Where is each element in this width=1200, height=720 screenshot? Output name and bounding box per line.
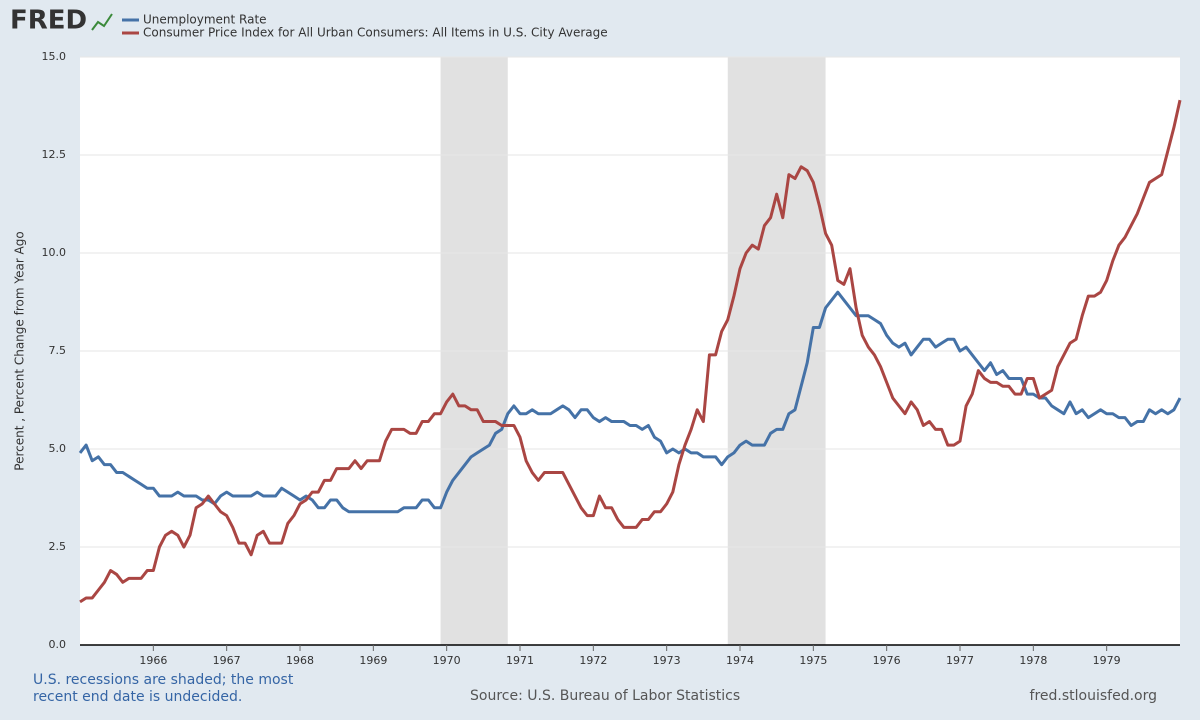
x-tick-label: 1966 [139,654,167,667]
legend-label: Consumer Price Index for All Urban Consu… [143,26,608,40]
x-tick-label: 1968 [286,654,314,667]
x-tick-label: 1967 [213,654,241,667]
x-tick-label: 1978 [1019,654,1047,667]
y-tick-label: 0.0 [49,638,67,651]
y-tick-label: 7.5 [49,344,67,357]
x-tick-label: 1974 [726,654,754,667]
x-tick-label: 1971 [506,654,534,667]
x-tick-label: 1970 [433,654,461,667]
recession-note: U.S. recessions are shaded; the most rec… [33,672,294,705]
x-tick-label: 1969 [359,654,387,667]
source: Source: U.S. Bureau of Labor Statistics [470,688,740,704]
y-tick-label: 10.0 [42,246,67,259]
series-line [79,99,1182,604]
site: fred.stlouisfed.org [1030,688,1157,704]
y-tick-label: 12.5 [42,148,67,161]
x-tick-label: 1976 [873,654,901,667]
y-tick-label: 15.0 [42,50,67,63]
series-line [78,290,1182,514]
x-tick-label: 1975 [799,654,827,667]
legend-label: Unemployment Rate [143,13,267,27]
x-tick-label: 1972 [579,654,607,667]
y-axis-label: Percent , Percent Change from Year Ago [13,231,27,470]
x-tick-label: 1979 [1093,654,1121,667]
y-tick-label: 2.5 [49,540,67,553]
x-tick-label: 1973 [653,654,681,667]
x-tick-label: 1977 [946,654,974,667]
y-tick-label: 5.0 [49,442,67,455]
logo-icon [91,13,113,31]
logo: FRED [10,6,87,36]
